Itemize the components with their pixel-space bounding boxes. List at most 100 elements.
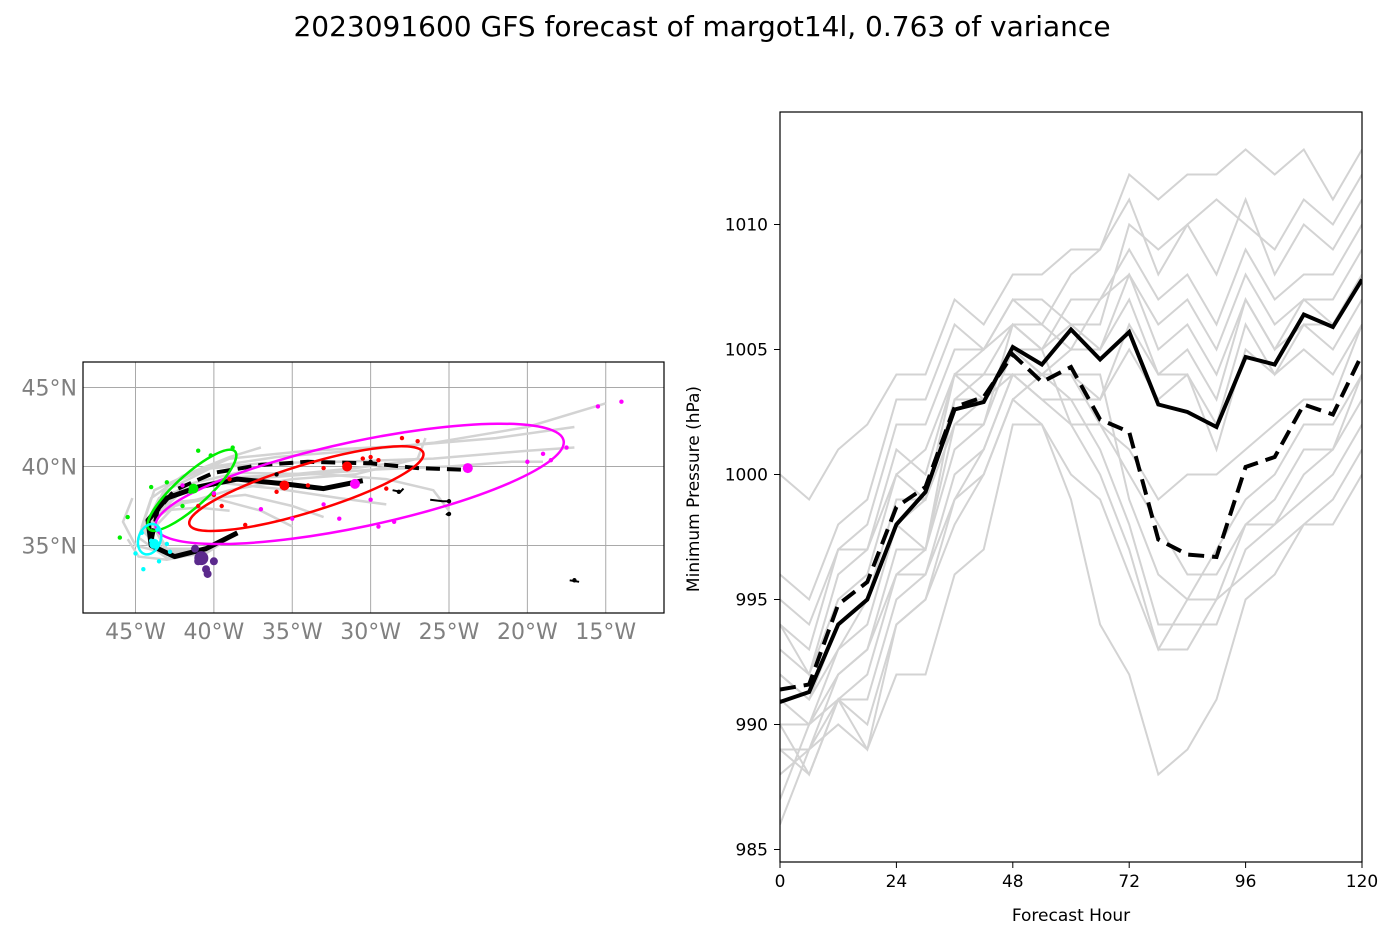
dashed-pressure-line <box>780 351 1362 692</box>
map-lon-tick-label: 30°W <box>340 620 401 645</box>
cluster-point-green <box>125 514 130 520</box>
pressure-plot-area <box>780 147 1362 825</box>
cluster-point-magenta <box>376 524 381 529</box>
cluster-point-black <box>368 459 373 464</box>
map-lon-tick-label: 35°W <box>262 620 323 645</box>
ensemble-pressure-line <box>780 173 1362 602</box>
cluster-point-magenta <box>211 491 217 496</box>
cluster-point-cyan <box>156 559 162 564</box>
cluster-point-magenta <box>540 451 546 457</box>
y-axis-label: Minimum Pressure (hPa) <box>684 386 704 592</box>
map-lon-tick-label: 25°W <box>419 620 480 645</box>
ensemble-pressure-line <box>780 272 1362 627</box>
x-tick-label: 96 <box>1235 872 1257 892</box>
map-lon-tick-label: 20°W <box>497 620 558 645</box>
y-tick-label: 1005 <box>725 341 768 361</box>
cluster-point-black <box>572 578 577 583</box>
y-tick-label: 985 <box>736 841 768 861</box>
map-lon-tick-label: 45°W <box>105 620 166 645</box>
cluster-point-cyan <box>141 567 146 572</box>
cluster-point-cyan <box>167 549 173 555</box>
track-map: 45°W 40°W 35°W 30°W 25°W 20°W 15°W 35°N 40°N 45°N <box>22 361 665 645</box>
cluster-center-red <box>279 480 290 491</box>
cluster-point-red <box>305 483 311 488</box>
ensemble-track <box>141 425 575 555</box>
cluster-point-magenta <box>337 516 342 521</box>
cluster-point-red <box>243 522 248 528</box>
ensemble-pressure-line <box>780 248 1362 677</box>
cluster-ellipse-magenta <box>154 422 566 546</box>
x-tick-label: 120 <box>1346 872 1378 892</box>
cluster-point-cyan <box>155 527 160 532</box>
map-plot-area <box>83 362 664 613</box>
cluster-point-green <box>230 445 235 450</box>
cluster-point-magenta <box>290 516 295 521</box>
cluster-point-green <box>148 484 154 490</box>
cluster-point-cyan <box>133 551 138 556</box>
cluster-point-red <box>384 486 389 491</box>
ensemble-track <box>137 446 575 560</box>
ensemble-pressure-line <box>780 373 1362 777</box>
cluster-center-magenta <box>349 478 360 489</box>
mean-track <box>145 476 364 560</box>
map-frame <box>82 361 665 614</box>
cluster-point-red <box>227 476 232 482</box>
y-tick-label: 1010 <box>725 216 768 236</box>
mean-pressure-line <box>780 278 1362 704</box>
ensemble-pressure-line <box>780 147 1362 502</box>
cluster-point-cyan <box>164 541 170 547</box>
cluster-ellipse-cyan <box>136 522 163 556</box>
cluster-point-magenta <box>619 399 624 404</box>
ensemble-pressure-line <box>780 322 1362 751</box>
cluster-point-magenta <box>321 502 326 507</box>
cluster-center-cyan <box>149 538 160 549</box>
cluster-point-red <box>415 439 420 444</box>
map-lon-tick-label: 40°W <box>184 620 245 645</box>
cluster-point-purple <box>209 557 218 566</box>
cluster-center-red <box>342 461 353 472</box>
x-tick-label: 72 <box>1118 872 1140 892</box>
cluster-point-red <box>399 435 405 441</box>
cluster-point-magenta <box>548 457 554 463</box>
cluster-point-red <box>376 457 381 463</box>
cluster-point-magenta <box>391 519 397 524</box>
cluster-point-purple <box>191 544 200 553</box>
y-tick-label: 990 <box>736 716 768 736</box>
map-lat-tick-label: 45°N <box>22 377 77 402</box>
cluster-center-green <box>188 483 199 494</box>
cluster-center-purple <box>194 551 209 566</box>
cluster-point-magenta <box>368 497 373 502</box>
cluster-point-black <box>446 511 452 517</box>
cluster-ellipse-green <box>146 448 238 532</box>
map-lon-tick-label: 15°W <box>575 620 636 645</box>
cluster-point-magenta <box>564 445 569 450</box>
ensemble-pressure-line <box>780 373 1362 776</box>
y-tick-label: 995 <box>736 591 768 611</box>
cluster-point-black <box>396 489 402 494</box>
y-tick-label: 1000 <box>725 466 768 486</box>
cluster-point-red <box>321 465 326 471</box>
cluster-ellipse-red <box>187 445 425 533</box>
cluster-point-cyan <box>139 530 144 536</box>
cluster-point-black <box>446 499 452 504</box>
ensemble-pressure-line <box>780 223 1362 678</box>
cluster-point-magenta <box>258 506 264 512</box>
cluster-point-magenta <box>525 459 530 464</box>
ensemble-pressure-line <box>780 273 1362 702</box>
cluster-point-green <box>117 535 123 540</box>
cluster-center-magenta <box>462 463 473 474</box>
cluster-point-red <box>368 454 373 460</box>
cluster-point-red <box>196 503 201 509</box>
cluster-point-magenta <box>595 404 601 409</box>
figure-title: 2023091600 GFS forecast of margot14l, 0.… <box>293 10 1111 43</box>
map-lat-tick-label: 40°N <box>22 456 77 481</box>
cluster-point-green <box>196 448 201 453</box>
ensemble-pressure-line <box>780 397 1362 825</box>
pressure-frame <box>779 111 1363 863</box>
cluster-point-green <box>180 503 185 509</box>
cluster-point-purple <box>203 569 212 578</box>
x-tick-label: 0 <box>775 872 786 892</box>
ensemble-pressure-line <box>780 373 1362 777</box>
map-lat-tick-label: 35°N <box>22 535 77 560</box>
